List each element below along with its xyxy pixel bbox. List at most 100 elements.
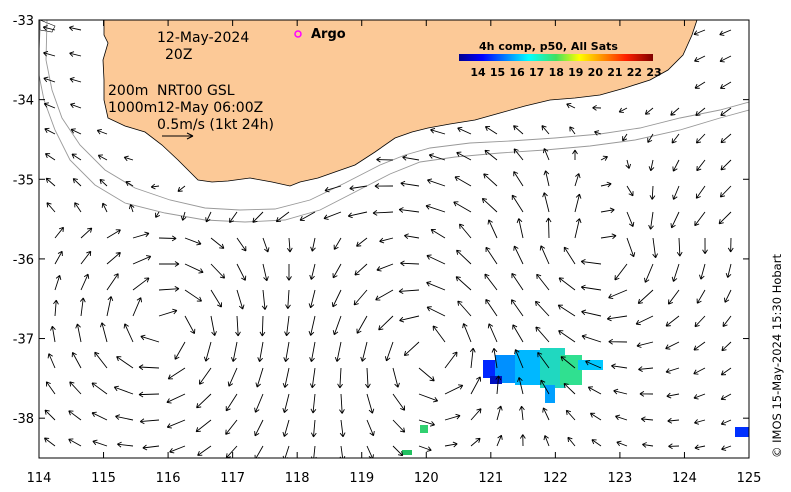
current-arrow: [177, 185, 186, 192]
lat-tick-label: -34: [13, 94, 34, 109]
current-arrow: [457, 300, 472, 317]
current-arrow: [299, 211, 316, 222]
current-arrow: [106, 296, 114, 317]
current-arrow: [722, 315, 732, 328]
current-arrow: [43, 76, 56, 83]
current-arrow: [594, 130, 602, 136]
current-arrow: [229, 211, 238, 223]
current-arrow: [54, 250, 63, 265]
current-arrow: [230, 341, 238, 362]
current-arrow: [91, 411, 108, 421]
current-arrow: [487, 219, 498, 239]
lat-tick-label: -33: [13, 14, 34, 29]
current-arrow: [428, 153, 446, 161]
current-arrow: [339, 419, 346, 438]
current-arrow: [71, 352, 82, 369]
current-arrow: [142, 444, 160, 451]
current-arrow: [349, 185, 368, 191]
sst-patch: [402, 348, 749, 455]
current-arrow: [565, 409, 576, 421]
current-arrow: [614, 263, 628, 281]
current-arrow: [454, 176, 472, 187]
current-arrow: [600, 155, 608, 161]
current-arrow: [667, 417, 680, 424]
current-arrow: [484, 126, 498, 135]
current-arrow: [132, 255, 152, 265]
current-arrow: [210, 289, 222, 308]
current-arrow: [606, 315, 628, 322]
current-arrow: [99, 178, 108, 187]
colorbar-tick-label: 17: [529, 66, 544, 79]
current-arrow: [426, 254, 446, 265]
current-arrow: [517, 377, 524, 395]
lon-tick-label: 123: [607, 471, 632, 486]
current-arrow: [644, 263, 654, 283]
current-arrow: [375, 289, 394, 301]
current-arrow: [198, 367, 212, 385]
current-arrow: [543, 435, 550, 447]
current-arrow: [425, 204, 446, 213]
current-arrow: [418, 367, 435, 382]
current-arrow: [672, 159, 680, 172]
current-arrow: [600, 233, 617, 240]
hour-label: 20Z: [165, 47, 192, 63]
current-arrow: [541, 125, 550, 135]
current-arrow: [356, 237, 368, 247]
current-arrow: [534, 300, 550, 317]
current-arrow: [574, 218, 582, 239]
current-arrow: [79, 297, 86, 317]
current-arrow: [80, 227, 93, 239]
current-arrow: [400, 260, 420, 267]
current-arrow: [694, 444, 706, 451]
current-arrow: [308, 315, 316, 336]
current-arrow: [44, 153, 56, 161]
current-arrow: [398, 207, 420, 213]
current-arrow: [485, 299, 498, 317]
current-arrow: [647, 133, 654, 143]
current-arrow: [513, 171, 524, 187]
scale-arrow: [162, 132, 194, 140]
current-arrow: [693, 367, 706, 375]
current-arrow: [469, 347, 476, 369]
current-arrow: [580, 284, 602, 291]
current-arrow: [644, 107, 654, 115]
lon-tick-label: 118: [285, 471, 310, 486]
scale-label: 0.5m/s (1kt 24h): [157, 117, 274, 133]
current-arrow: [46, 202, 56, 213]
land-mass: [102, 20, 698, 187]
colorbar-tick-label: 15: [490, 66, 505, 79]
current-arrow: [694, 211, 706, 227]
current-arrow: [581, 334, 602, 343]
current-arrow: [139, 418, 160, 425]
current-arrow: [140, 334, 160, 343]
lat-tick-label: -36: [13, 253, 34, 268]
lon-tick-label: 122: [543, 471, 568, 486]
current-arrow: [444, 413, 461, 421]
current-arrow: [695, 133, 706, 144]
current-arrow: [648, 159, 655, 172]
current-arrow: [456, 249, 472, 265]
current-arrow: [430, 127, 446, 135]
current-arrow: [353, 289, 368, 306]
current-arrow: [166, 393, 186, 404]
current-arrow: [365, 367, 371, 389]
current-arrow: [665, 341, 680, 350]
current-arrow: [418, 419, 435, 427]
current-arrow: [47, 353, 56, 369]
current-arrow: [720, 133, 732, 144]
current-arrow: [511, 299, 524, 317]
current-arrow: [44, 127, 56, 135]
current-arrow: [45, 381, 56, 395]
current-arrow: [174, 341, 186, 360]
current-arrow: [334, 341, 342, 362]
current-arrow: [184, 263, 204, 274]
current-arrow: [567, 436, 576, 447]
current-arrow: [69, 51, 82, 57]
current-arrow: [286, 237, 293, 253]
current-arrow: [418, 445, 432, 452]
current-arrow: [535, 326, 550, 343]
current-arrow: [309, 263, 316, 280]
current-arrow: [427, 178, 446, 187]
imos-credit: © IMOS 15-May-2024 15:30 Hobart: [770, 254, 784, 458]
current-arrow: [128, 204, 135, 213]
